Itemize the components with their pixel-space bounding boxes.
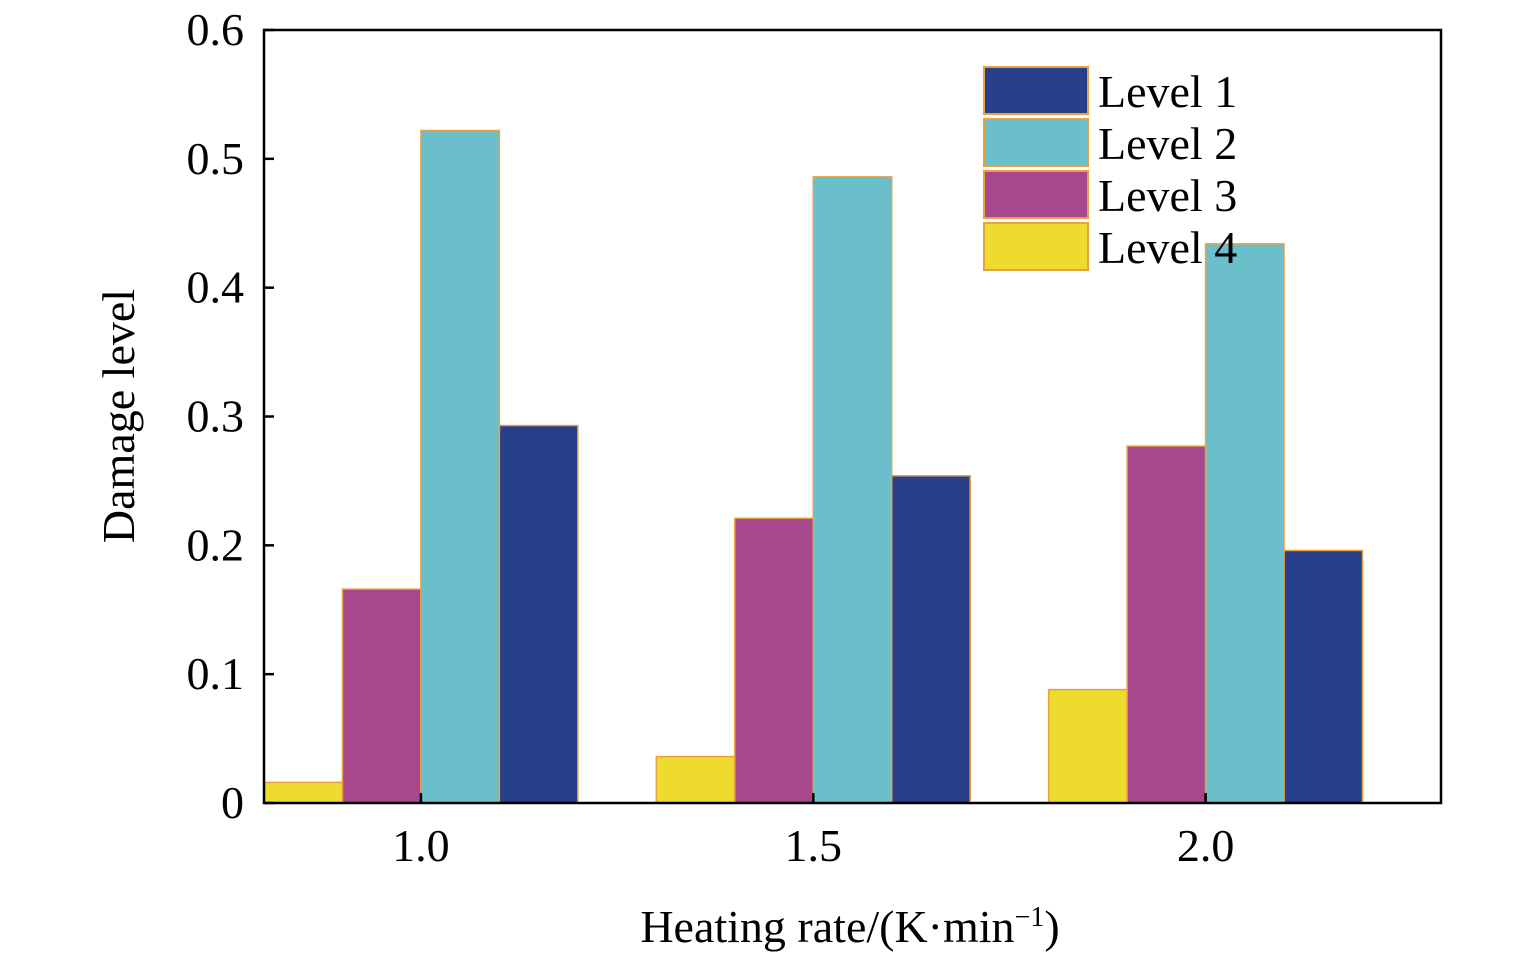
x-axis-title-suffix: ) [1044, 901, 1059, 952]
bar-level-1-2-0 [1283, 549, 1364, 804]
legend-swatch-level-2 [983, 118, 1089, 167]
x-axis-title-main: Heating rate/(K·min [640, 901, 1014, 952]
bar-level-4-1-5 [655, 755, 736, 804]
legend-swatch-level-1 [983, 66, 1089, 115]
bar-level-4-1-0 [263, 781, 344, 804]
y-axis-title: Damage level [93, 289, 144, 543]
x-tick-label: 1.0 [392, 820, 450, 871]
bar-level-3-1-0 [341, 588, 422, 804]
bars-layer [263, 129, 1364, 804]
legend-label-level-1: Level 1 [1098, 66, 1237, 117]
bar-level-3-2-0 [1126, 445, 1207, 804]
y-tick-label: 0.3 [187, 391, 245, 442]
x-tick-label: 1.5 [785, 820, 843, 871]
y-tick-label: 0.6 [187, 4, 245, 55]
y-tick-label: 0.2 [187, 519, 245, 570]
legend-swatch-level-3 [983, 170, 1089, 219]
bar-level-1-1-5 [890, 475, 971, 804]
bar-level-2-1-5 [812, 176, 893, 804]
bar-level-3-1-5 [734, 517, 815, 804]
legend-label-level-4: Level 4 [1098, 222, 1237, 273]
y-tick-label: 0.5 [187, 133, 245, 184]
bar-level-2-2-0 [1204, 243, 1285, 804]
ticks-layer: 0 0.1 0.2 0.3 0.4 0.5 0.6 1.0 1.5 2.0 [187, 4, 1235, 871]
y-tick-label: 0.4 [187, 262, 245, 313]
x-axis-title-superscript: −1 [1015, 902, 1045, 933]
legend-label-level-3: Level 3 [1098, 170, 1237, 221]
y-tick-label: 0.1 [187, 648, 245, 699]
y-tick-label: 0 [221, 777, 244, 828]
bar-level-1-1-0 [498, 424, 579, 804]
legend-label-level-2: Level 2 [1098, 118, 1237, 169]
legend-swatch-level-4 [983, 222, 1089, 271]
bar-level-2-1-0 [420, 129, 501, 804]
x-axis-title: Heating rate/(K·min−1) [640, 901, 1059, 952]
bar-level-4-2-0 [1047, 688, 1128, 804]
x-tick-label: 2.0 [1177, 820, 1235, 871]
